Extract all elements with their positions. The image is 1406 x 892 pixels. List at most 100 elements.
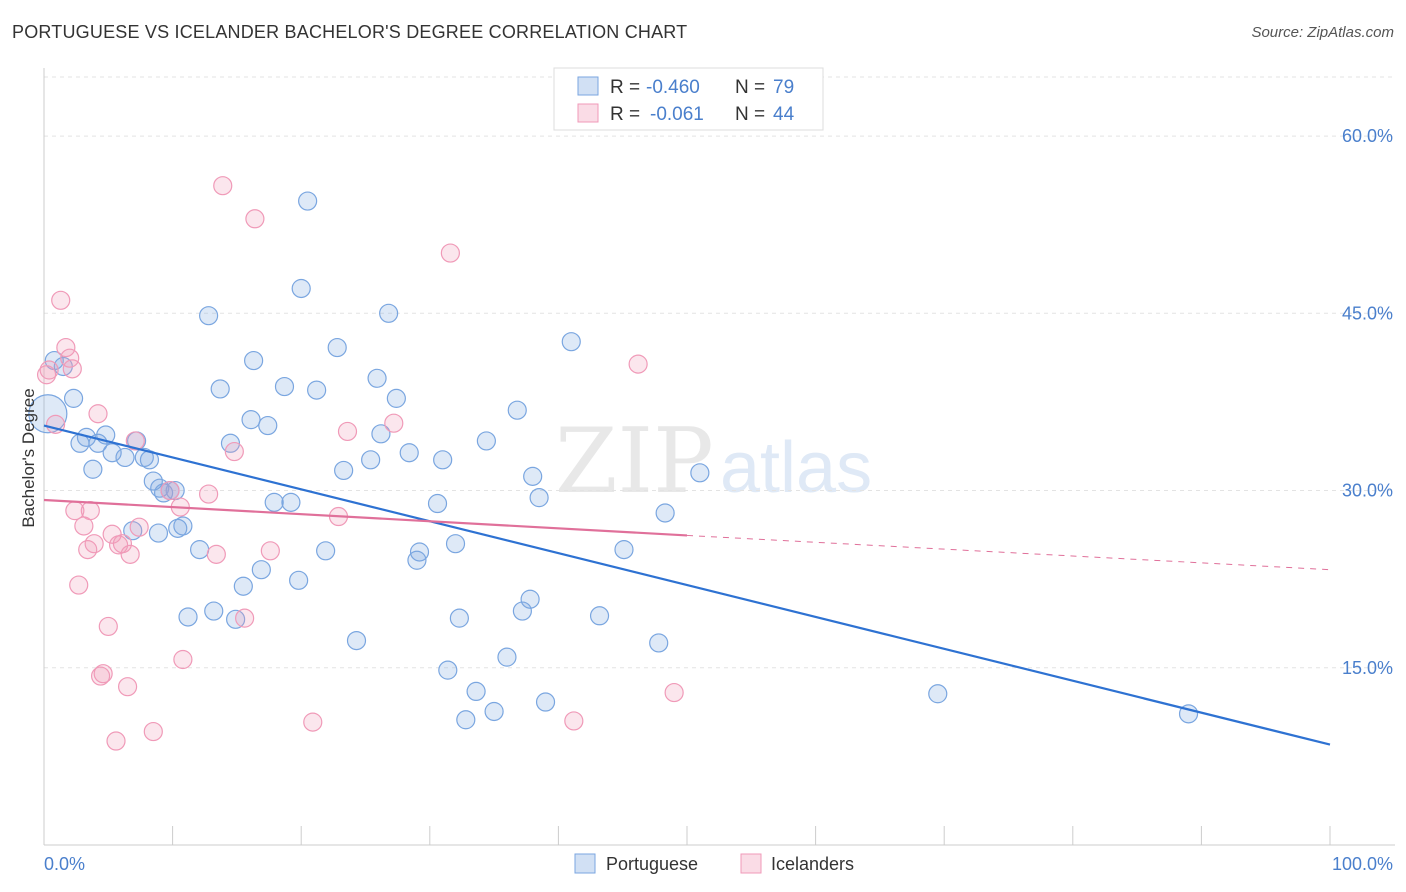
point-portuguese-9	[102, 443, 122, 463]
point-portuguese-19	[173, 516, 193, 536]
point-icelanders-19	[112, 534, 133, 554]
point-portuguese-58	[476, 431, 496, 451]
y-axis-label: Bachelor's Degree	[19, 388, 38, 527]
point-icelanders-35	[303, 712, 323, 732]
bottom-legend: Portuguese Icelanders	[574, 853, 854, 874]
point-portuguese-52	[433, 450, 453, 470]
legend: R = -0.460 N = 79 R = -0.061 N = 44	[553, 67, 824, 131]
data-points	[28, 176, 1199, 751]
legend-n-label-portuguese: N =	[735, 77, 765, 98]
point-icelanders-23	[129, 517, 149, 537]
y-tick-label-60: 60.0%	[1342, 126, 1393, 146]
legend-box	[553, 67, 824, 131]
source-label: Source: ZipAtlas.com	[1251, 24, 1394, 41]
point-portuguese-53	[438, 660, 458, 680]
point-icelanders-29	[206, 544, 226, 564]
point-portuguese-42	[346, 630, 367, 651]
point-portuguese-22	[199, 306, 219, 326]
y-tick-label-45: 45.0%	[1342, 303, 1393, 323]
watermark-zip: ZIP	[555, 409, 714, 514]
point-icelanders-12	[88, 404, 108, 424]
point-icelanders-27	[173, 649, 193, 670]
point-portuguese-75	[148, 523, 169, 543]
point-portuguese-36	[291, 278, 311, 299]
point-portuguese-39	[316, 541, 336, 561]
trend-line-portuguese	[43, 424, 1331, 746]
point-portuguese-6	[83, 459, 103, 479]
legend-r-label-portuguese: R =	[610, 77, 640, 98]
legend-swatch-portuguese	[577, 76, 599, 96]
point-portuguese-18	[168, 518, 188, 538]
point-icelanders-5	[62, 359, 82, 379]
series-icelanders	[36, 176, 684, 751]
point-portuguese-38	[307, 380, 327, 400]
point-icelanders-15	[98, 616, 118, 637]
point-portuguese-73	[928, 684, 948, 704]
point-portuguese-29	[244, 350, 264, 371]
point-icelanders-21	[120, 544, 140, 564]
point-portuguese-3	[63, 388, 84, 408]
point-portuguese-68	[589, 606, 610, 626]
point-icelanders-40	[564, 711, 584, 731]
axes: 15.0% 30.0% 45.0% 60.0% 0.0% 100.0%	[43, 68, 1395, 874]
point-icelanders-24	[143, 721, 163, 742]
bottom-legend-swatch-icelanders	[740, 853, 762, 874]
point-portuguese-63	[520, 589, 540, 609]
legend-r-value-portuguese: -0.460	[646, 77, 700, 98]
point-portuguese-64	[523, 466, 543, 486]
point-portuguese-71	[655, 503, 675, 523]
point-icelanders-2	[51, 290, 71, 310]
point-portuguese-44	[367, 368, 387, 388]
legend-n-label-icelanders: N =	[735, 104, 765, 125]
point-icelanders-42	[664, 682, 684, 703]
point-portuguese-56	[456, 710, 476, 730]
point-portuguese-57	[466, 681, 486, 702]
point-portuguese-54	[445, 534, 466, 554]
point-icelanders-33	[245, 209, 265, 229]
legend-r-label-icelanders: R =	[610, 104, 640, 125]
point-portuguese-24	[210, 379, 230, 399]
point-icelanders-31	[224, 441, 244, 462]
point-icelanders-17	[106, 731, 126, 751]
point-icelanders-32	[235, 608, 255, 628]
point-portuguese-45	[371, 424, 391, 444]
point-portuguese-40	[327, 337, 347, 358]
legend-n-value-icelanders: 44	[773, 104, 795, 125]
point-portuguese-65	[529, 488, 549, 508]
y-tick-label-30: 30.0%	[1342, 481, 1393, 501]
point-portuguese-43	[361, 450, 381, 470]
point-portuguese-21	[190, 540, 210, 560]
bottom-legend-portuguese: Portuguese	[606, 854, 698, 874]
point-portuguese-61	[507, 400, 527, 420]
legend-n-value-portuguese: 79	[773, 77, 794, 98]
legend-r-value-icelanders: -0.061	[650, 104, 704, 125]
x-tick-label-0: 0.0%	[44, 854, 85, 874]
point-portuguese-10	[115, 447, 135, 468]
point-icelanders-10	[80, 501, 100, 521]
series-portuguese	[28, 191, 1199, 730]
point-icelanders-34	[260, 541, 280, 561]
point-portuguese-62	[512, 601, 532, 621]
point-icelanders-20	[117, 677, 138, 697]
point-portuguese-50	[409, 542, 430, 562]
point-portuguese-32	[264, 492, 284, 512]
point-portuguese-69	[614, 540, 634, 560]
point-portuguese-70	[649, 633, 669, 653]
bottom-legend-swatch-portuguese	[574, 853, 596, 874]
y-tick-label-15: 15.0%	[1342, 658, 1393, 678]
point-portuguese-47	[386, 388, 406, 408]
point-portuguese-66	[535, 692, 556, 712]
point-icelanders-11	[84, 534, 104, 554]
chart-title: PORTUGUESE VS ICELANDER BACHELOR'S DEGRE…	[12, 22, 688, 42]
point-icelanders-25	[160, 480, 180, 501]
point-portuguese-23	[204, 601, 224, 621]
point-portuguese-33	[274, 376, 295, 397]
x-tick-label-100: 100.0%	[1332, 854, 1393, 874]
legend-swatch-icelanders	[577, 103, 599, 123]
point-icelanders-14	[93, 664, 113, 684]
trend-line-icelanders	[43, 498, 688, 537]
point-portuguese-37	[298, 191, 318, 211]
bottom-legend-icelanders: Icelanders	[771, 854, 854, 874]
point-portuguese-31	[258, 415, 278, 436]
point-icelanders-13	[90, 666, 111, 686]
